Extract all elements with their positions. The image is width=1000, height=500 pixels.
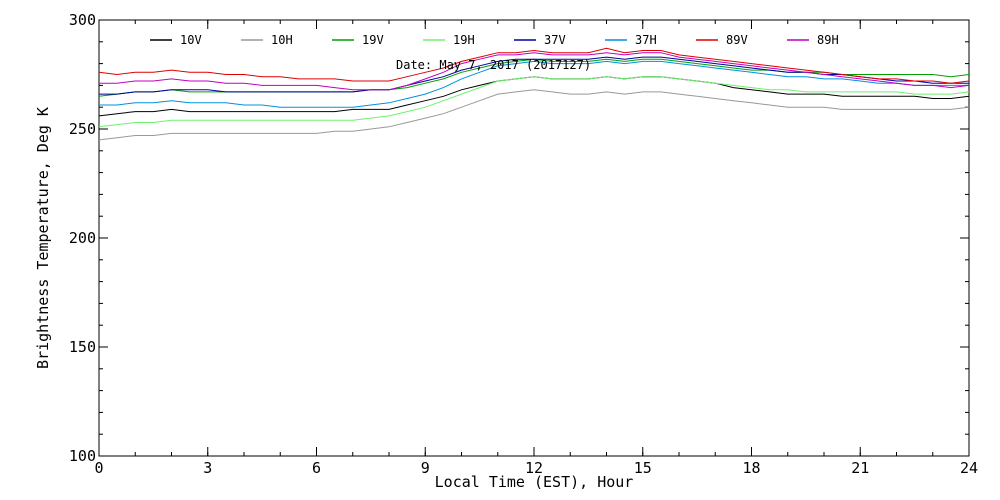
x-tick-label: 15 — [634, 459, 652, 477]
legend-label-19h: 19H — [453, 33, 475, 47]
y-tick-label: 200 — [69, 229, 96, 247]
y-axis-title: Brightness Temperature, Deg K — [34, 107, 52, 369]
legend-label-10h: 10H — [271, 33, 293, 47]
x-tick-label: 21 — [851, 459, 869, 477]
legend-label-10v: 10V — [180, 33, 202, 47]
y-tick-label: 300 — [69, 11, 96, 29]
series-line-10h — [98, 89, 970, 141]
y-tick-label: 150 — [69, 338, 96, 356]
x-tick-label: 18 — [742, 459, 760, 477]
date-annotation: Date: May 7, 2017 (2017127) — [396, 58, 591, 72]
series-line-89v — [98, 47, 970, 84]
x-tick-label: 12 — [525, 459, 543, 477]
series-line-89h — [99, 52, 970, 91]
legend-label-89v: 89V — [726, 33, 748, 47]
x-tick-label: 24 — [960, 459, 978, 477]
plot-frame — [98, 19, 970, 457]
legend-label-89h: 89H — [817, 33, 839, 47]
x-tick-label: 9 — [421, 459, 430, 477]
legend-label-37h: 37H — [635, 33, 657, 47]
legend: 10V 10H 19V 19H 37V 37H 89V 89H — [150, 33, 839, 47]
x-tick-labels: 0 3 6 9 12 15 18 21 24 — [94, 459, 978, 477]
series-line-37h — [99, 60, 969, 108]
major-ticks — [98, 19, 970, 457]
legend-label-19v: 19V — [362, 33, 384, 47]
series-line-10v — [98, 76, 970, 117]
x-tick-label: 3 — [203, 459, 212, 477]
series-line-19h — [98, 76, 970, 128]
x-axis-title: Local Time (EST), Hour — [435, 473, 634, 491]
minor-ticks — [98, 19, 970, 457]
series-lines — [98, 47, 970, 141]
x-tick-label: 6 — [312, 459, 321, 477]
y-tick-labels: 100 150 200 250 300 — [69, 11, 96, 465]
legend-label-37v: 37V — [544, 33, 566, 47]
y-tick-label: 250 — [69, 120, 96, 138]
x-tick-label: 0 — [94, 459, 103, 477]
y-tick-label: 100 — [69, 447, 96, 465]
